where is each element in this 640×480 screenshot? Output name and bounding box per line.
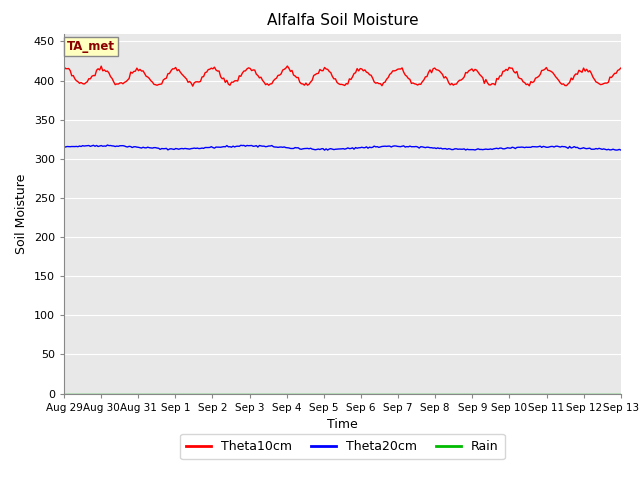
Y-axis label: Soil Moisture: Soil Moisture (15, 173, 28, 254)
Legend: Theta10cm, Theta20cm, Rain: Theta10cm, Theta20cm, Rain (180, 434, 505, 459)
X-axis label: Time: Time (327, 418, 358, 431)
Title: Alfalfa Soil Moisture: Alfalfa Soil Moisture (267, 13, 418, 28)
Text: TA_met: TA_met (67, 40, 115, 53)
